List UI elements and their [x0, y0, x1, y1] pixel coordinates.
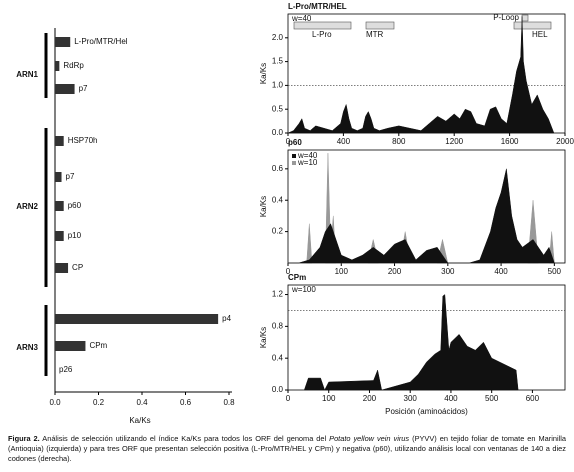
bar	[55, 263, 69, 273]
y-tick-label: 1.5	[272, 57, 284, 66]
domain-box	[521, 14, 529, 22]
area	[288, 168, 555, 264]
x-tick-label: 0.2	[93, 398, 105, 407]
bar	[55, 84, 75, 94]
x-tick-label: 500	[548, 267, 562, 276]
y-tick-label: 0.8	[272, 321, 284, 330]
legend-swatch	[292, 154, 296, 158]
bar	[55, 172, 62, 182]
x-tick-label: 100	[322, 394, 336, 403]
y-axis-label: Ka/Ks	[259, 63, 268, 84]
domain-label: MTR	[366, 30, 384, 39]
chart-title: L-Pro/MTR/HEL	[288, 2, 347, 11]
x-tick-label: 0	[286, 137, 291, 146]
bar-label: p60	[68, 201, 82, 210]
legend-label: w=40	[297, 151, 318, 160]
x-tick-label: 0.4	[136, 398, 148, 407]
bar-label: p26	[59, 365, 73, 374]
x-tick-label: 100	[335, 267, 349, 276]
y-axis-label: Ka/Ks	[259, 327, 268, 348]
caption: Figura 2. Análisis de selección utilizan…	[8, 434, 566, 464]
domain-label: L-Pro	[312, 30, 332, 39]
x-tick-label: 200	[363, 394, 377, 403]
legend-label: w=10	[297, 158, 318, 167]
bar	[55, 136, 64, 146]
caption-label: Figura 2.	[8, 434, 40, 443]
group-label: ARN1	[16, 70, 38, 79]
x-tick-label: 0.6	[180, 398, 192, 407]
x-axis-label: Posición (aminoácidos)	[385, 407, 468, 416]
bar	[55, 201, 64, 211]
x-tick-label: 1200	[445, 137, 463, 146]
annotation: w=100	[291, 285, 316, 294]
y-tick-label: 1.0	[272, 81, 284, 90]
area	[287, 16, 555, 134]
bar	[55, 61, 60, 71]
x-tick-label: 300	[404, 394, 418, 403]
caption-italic: Potato yellow vein virus	[329, 434, 410, 443]
y-tick-label: 0.2	[272, 227, 284, 236]
x-axis-label: Ka/Ks	[129, 416, 150, 425]
y-tick-label: 0.4	[272, 353, 284, 362]
x-tick-label: 600	[526, 394, 540, 403]
annotation: w=40	[291, 14, 312, 23]
group-label: ARN2	[16, 202, 38, 211]
domain-box	[365, 21, 395, 30]
group-label: ARN3	[16, 343, 38, 352]
chart-title: CPm	[288, 273, 306, 282]
x-tick-label: 400	[494, 267, 508, 276]
bar-label: HSP70h	[68, 136, 98, 145]
x-tick-label: 400	[337, 137, 351, 146]
y-tick-label: 0.5	[272, 104, 284, 113]
x-tick-label: 2000	[556, 137, 574, 146]
domain-label: HEL	[532, 30, 548, 39]
legend-swatch	[292, 161, 296, 165]
chart-title: p60	[288, 138, 302, 147]
area	[303, 294, 519, 391]
figure: ARN1 ARN2 ARN3 Ka/Ks L-Pro MTR P-Loop HE…	[16, 2, 574, 425]
bar	[55, 37, 71, 47]
bar-label: L-Pro/MTR/Hel	[74, 37, 128, 46]
y-tick-label: 0.6	[272, 164, 284, 173]
x-tick-label: 0.0	[49, 398, 61, 407]
x-tick-label: 500	[485, 394, 499, 403]
bar-label: CPm	[89, 341, 107, 350]
bar	[55, 341, 86, 351]
domain-box	[293, 21, 352, 30]
caption-text: Análisis de selección utilizando el índi…	[42, 434, 327, 443]
y-tick-label: 0.4	[272, 195, 284, 204]
x-tick-label: 400	[444, 394, 458, 403]
x-tick-label: 0	[286, 394, 291, 403]
x-tick-label: 1600	[501, 137, 519, 146]
x-tick-label: 800	[392, 137, 406, 146]
domain-box	[513, 21, 552, 30]
bar-label: CP	[72, 263, 83, 272]
bar-label: p4	[222, 314, 231, 323]
x-tick-label: 0.8	[223, 398, 235, 407]
y-tick-label: 1.2	[272, 290, 284, 299]
bar	[55, 314, 219, 324]
x-tick-label: 0	[286, 267, 291, 276]
y-tick-label: 2.0	[272, 33, 284, 42]
bar-label: p10	[68, 231, 82, 240]
domain-label: P-Loop	[493, 13, 519, 22]
bar-label: p7	[79, 84, 88, 93]
y-axis-label: Ka/Ks	[259, 196, 268, 217]
y-tick-label: 0.0	[272, 128, 284, 137]
bar	[55, 231, 64, 241]
x-tick-label: 200	[388, 267, 402, 276]
y-tick-label: 0.0	[272, 385, 284, 394]
caption-text: (PYVV) en tejido foliar de tomate en Mar…	[8, 434, 566, 463]
bar-label: p7	[66, 172, 75, 181]
x-tick-label: 300	[441, 267, 455, 276]
bar-label: RdRp	[63, 61, 84, 70]
